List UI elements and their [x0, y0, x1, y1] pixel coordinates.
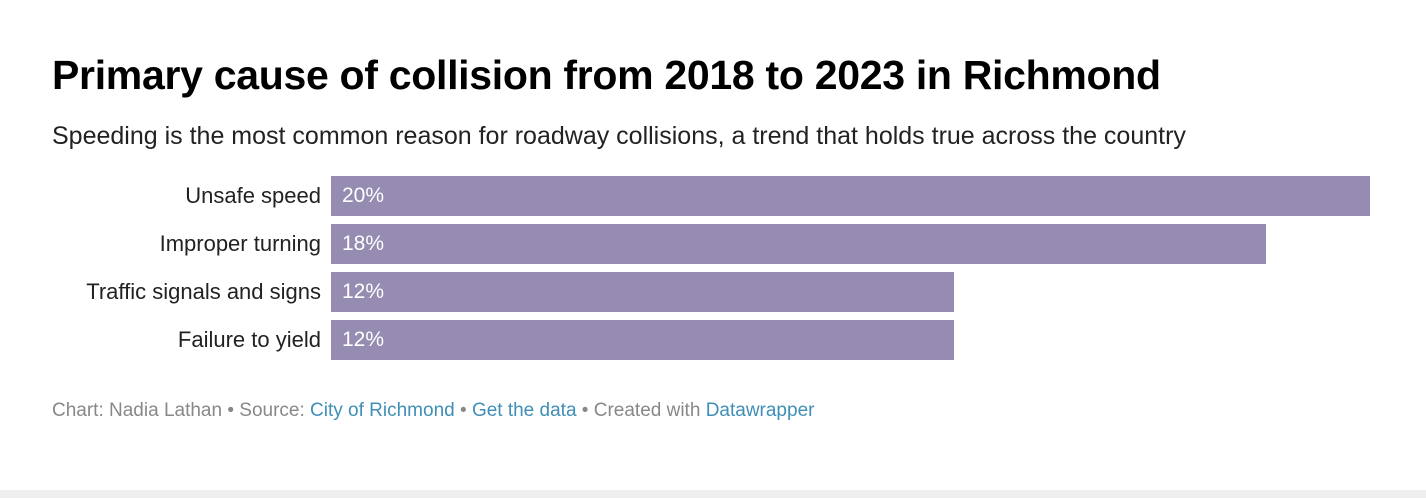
- category-label: Failure to yield: [177, 327, 321, 352]
- footer-created-prefix: Created with: [593, 400, 706, 421]
- bar-value-label: 12%: [342, 280, 385, 303]
- category-label: Traffic signals and signs: [86, 279, 321, 304]
- category-label: Improper turning: [159, 231, 321, 256]
- bar-value-label: 18%: [342, 232, 385, 255]
- bar-value-label: 20%: [342, 184, 385, 207]
- bar: [331, 320, 954, 360]
- bar: [331, 272, 954, 312]
- bar-row: Unsafe speed 20%: [0, 176, 1426, 216]
- bar-row: Improper turning 18%: [0, 224, 1426, 264]
- chart-footer: Chart: Nadia Lathan • Source: City of Ri…: [52, 400, 814, 422]
- bar: [331, 224, 1266, 264]
- footer-source-prefix: Source:: [239, 400, 311, 421]
- source-link[interactable]: City of Richmond: [310, 400, 455, 421]
- category-label: Unsafe speed: [185, 183, 321, 208]
- bar-row: Failure to yield 12%: [0, 320, 1426, 360]
- footer-separator: •: [576, 400, 594, 421]
- bar: [331, 176, 1370, 216]
- get-data-link[interactable]: Get the data: [471, 400, 577, 421]
- bar-row: Traffic signals and signs 12%: [0, 272, 1426, 312]
- bar-value-label: 12%: [342, 328, 385, 351]
- bottom-divider: [0, 490, 1426, 498]
- footer-author: Chart: Nadia Lathan: [52, 400, 223, 421]
- chart-subtitle: Speeding is the most common reason for r…: [52, 122, 1186, 150]
- footer-separator: •: [222, 400, 240, 421]
- chart-title: Primary cause of collision from 2018 to …: [52, 52, 1161, 98]
- datawrapper-link[interactable]: Datawrapper: [705, 400, 815, 421]
- footer-separator: •: [454, 400, 472, 421]
